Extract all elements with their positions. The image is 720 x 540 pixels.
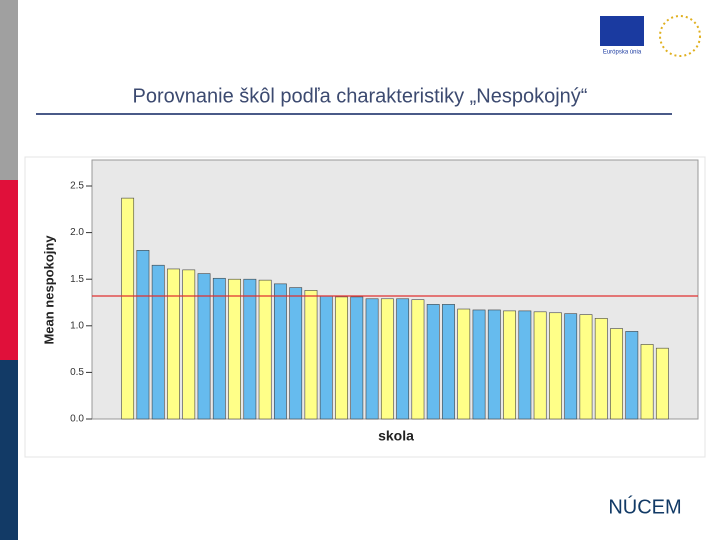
slide-title: Porovnanie škôl podľa charakteristiky „N… xyxy=(133,85,588,107)
y-tick-label: 2.5 xyxy=(70,181,84,192)
stripe xyxy=(0,180,18,360)
bar xyxy=(564,313,578,420)
esf-logo xyxy=(659,15,701,57)
bar xyxy=(396,298,410,420)
nucem-logo: NÚCEM xyxy=(608,495,681,518)
bar xyxy=(304,290,318,420)
bar xyxy=(335,296,348,420)
y-tick-label: 1.0 xyxy=(70,320,84,331)
bar xyxy=(442,304,455,420)
bar xyxy=(594,318,608,420)
bar xyxy=(610,328,623,420)
bar xyxy=(487,309,501,420)
bar xyxy=(503,310,516,420)
y-tick-label: 2.0 xyxy=(70,227,84,238)
bar xyxy=(228,278,241,420)
bar xyxy=(579,314,593,420)
bar xyxy=(411,299,425,420)
bar xyxy=(182,269,196,420)
bar xyxy=(549,312,562,420)
bar xyxy=(655,347,669,420)
y-tick-label: 0.0 xyxy=(70,414,84,425)
y-axis-label: Mean nespokojny xyxy=(41,235,56,345)
stripe xyxy=(0,0,18,180)
bar xyxy=(457,308,471,420)
bar xyxy=(533,311,547,420)
bar xyxy=(625,331,639,420)
bar xyxy=(136,250,150,420)
x-axis-label: skola xyxy=(378,428,414,444)
bar xyxy=(289,287,303,420)
bar xyxy=(197,273,211,420)
bar xyxy=(319,295,333,420)
bar xyxy=(426,304,440,420)
bar xyxy=(121,197,135,420)
bar xyxy=(243,278,257,420)
bar xyxy=(167,268,180,420)
bar xyxy=(472,309,486,420)
bar xyxy=(380,298,394,420)
bar xyxy=(212,277,226,420)
eu-flag xyxy=(600,16,644,46)
y-tick-label: 0.5 xyxy=(70,367,84,378)
eu-logo-text: Európska únia xyxy=(603,50,642,56)
bar xyxy=(151,264,165,420)
bar xyxy=(640,344,654,420)
y-tick-label: 1.5 xyxy=(70,274,84,285)
bar xyxy=(258,279,272,420)
bar xyxy=(274,283,287,420)
bar xyxy=(365,298,379,420)
stripe xyxy=(0,360,18,540)
bar xyxy=(350,296,364,420)
bar xyxy=(518,310,532,420)
